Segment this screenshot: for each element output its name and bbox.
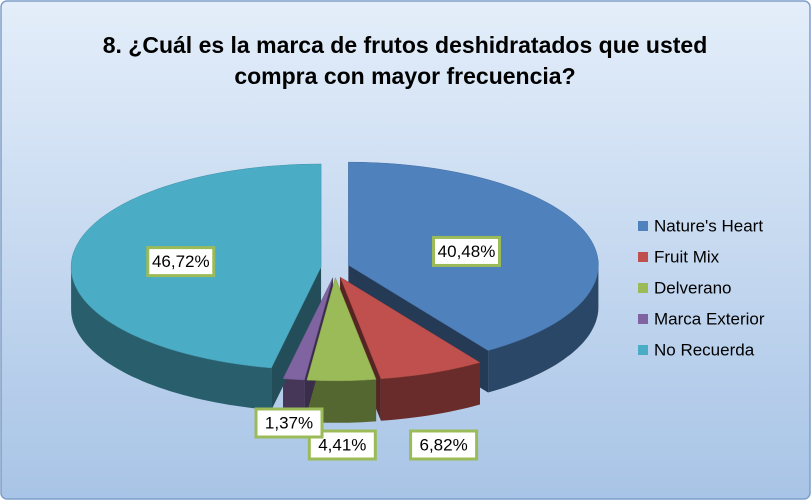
data-label: 46,72% xyxy=(146,246,216,278)
data-label-text: 40,48% xyxy=(438,242,496,261)
slice-face xyxy=(271,267,322,410)
legend-label: Nature's Heart xyxy=(654,216,763,235)
legend-swatch xyxy=(638,314,648,324)
legend-label: No Recuerda xyxy=(654,340,755,359)
data-label: 6,82% xyxy=(409,429,479,461)
data-label: 1,37% xyxy=(254,407,324,439)
slice-side xyxy=(380,362,480,421)
data-label: 40,48% xyxy=(431,235,501,267)
legend-label: Delverano xyxy=(654,278,732,297)
data-label-text: 46,72% xyxy=(152,252,210,271)
chart-title: 8. ¿Cuál es la marca de frutos deshidrat… xyxy=(102,32,708,89)
slice xyxy=(339,276,481,379)
data-label-text: 1,37% xyxy=(265,413,313,432)
data-label-box xyxy=(431,235,501,267)
legend-label: Marca Exterior xyxy=(654,309,765,328)
legend-label: Fruit Mix xyxy=(654,247,720,266)
legend-swatch xyxy=(638,345,648,355)
slice-side xyxy=(306,379,377,423)
legend-swatch xyxy=(638,221,648,231)
data-label-box xyxy=(146,246,216,278)
slice-side xyxy=(71,267,272,410)
slice xyxy=(306,277,377,382)
data-label-box xyxy=(254,407,324,439)
slice xyxy=(282,277,334,381)
data-label-text: 6,82% xyxy=(420,435,468,454)
legend-swatch xyxy=(638,283,648,293)
legend-swatch xyxy=(638,252,648,262)
data-label-box xyxy=(409,429,479,461)
slice-side xyxy=(488,265,599,393)
data-label-text: 4,41% xyxy=(318,435,366,454)
